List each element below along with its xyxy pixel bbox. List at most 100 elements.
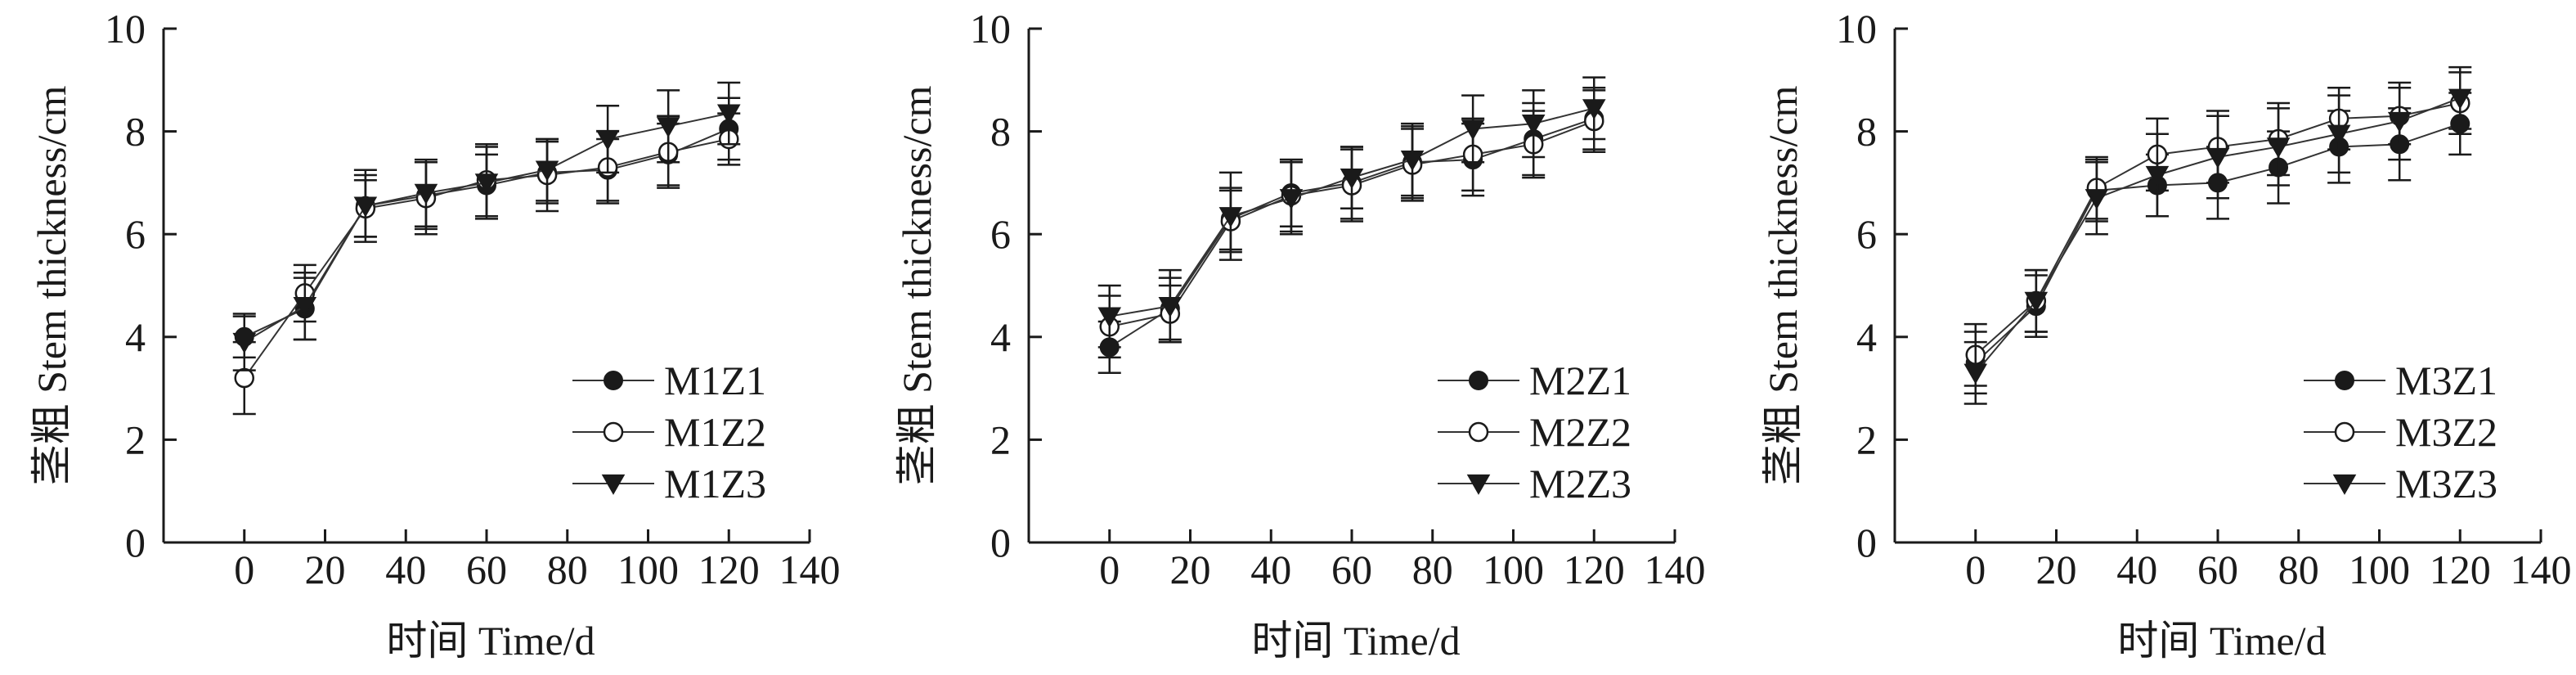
data-point (595, 129, 620, 151)
x-tick-label: 80 (547, 547, 588, 592)
y-tick-label: 0 (990, 520, 1011, 565)
series-M2Z1 (1097, 86, 1606, 375)
x-tick-label: 100 (2349, 547, 2410, 592)
x-tick-label: 20 (1170, 547, 1211, 592)
data-point (474, 173, 499, 195)
data-point (2448, 88, 2472, 110)
x-tick-label: 80 (2278, 547, 2319, 592)
legend-marker (1468, 421, 1489, 443)
data-point (2024, 291, 2049, 313)
data-point (2145, 165, 2170, 187)
x-tick-label: 120 (2430, 547, 2491, 592)
x-axis-label: 时间 Time/d (1251, 618, 1460, 664)
y-axis-label: 茎粗 Stem thickness/cm (894, 85, 940, 485)
y-tick-label: 2 (125, 416, 146, 462)
data-point (1340, 168, 1364, 189)
x-tick-label: 60 (1331, 547, 1372, 592)
x-tick-label: 80 (1412, 547, 1453, 592)
y-tick-label: 6 (125, 211, 146, 257)
data-point (234, 367, 254, 389)
y-tick-label: 8 (125, 109, 146, 155)
x-tick-label: 140 (1645, 547, 1706, 592)
legend-marker (604, 371, 623, 390)
legend-marker (1466, 474, 1491, 495)
series-M1Z1 (232, 97, 741, 359)
data-point (1218, 207, 1243, 228)
x-axis-label: 时间 Time/d (386, 618, 595, 664)
x-tick-label: 20 (305, 547, 346, 592)
data-point (2206, 147, 2230, 169)
x-tick-label: 60 (2197, 547, 2238, 592)
series-M2Z3 (1097, 76, 1606, 349)
legend-label: M3Z3 (2395, 461, 2497, 506)
legend-label: M1Z2 (664, 409, 766, 455)
x-tick-label: 120 (698, 547, 760, 592)
data-point (293, 296, 317, 317)
y-axis-label: 茎粗 Stem thickness/cm (1760, 85, 1806, 485)
x-tick-label: 20 (2036, 547, 2077, 592)
x-tick-label: 40 (2116, 547, 2157, 592)
data-point (716, 104, 741, 125)
legend-label: M3Z2 (2395, 409, 2497, 455)
legend: M2Z1 M2Z2 M2Z3 (1438, 358, 1631, 506)
data-point (1158, 296, 1183, 317)
legend-label: M2Z1 (1529, 358, 1631, 403)
y-tick-label: 10 (970, 6, 1011, 52)
y-tick-label: 2 (990, 416, 1011, 462)
x-tick-label: 0 (234, 547, 254, 592)
x-tick-label: 40 (1250, 547, 1291, 592)
legend-marker (601, 474, 626, 495)
y-tick-label: 4 (125, 314, 146, 360)
x-tick-label: 140 (2511, 547, 2572, 592)
y-tick-label: 0 (125, 520, 146, 565)
x-tick-label: 0 (1099, 547, 1120, 592)
y-tick-label: 8 (1856, 109, 1877, 155)
y-tick-label: 10 (1836, 6, 1877, 52)
x-tick-label: 60 (466, 547, 507, 592)
data-point (1963, 363, 1988, 385)
legend-marker (603, 421, 624, 443)
series-M3Z3 (1963, 65, 2472, 405)
y-tick-label: 6 (990, 211, 1011, 257)
data-point (2387, 111, 2412, 133)
legend-label: M2Z3 (1529, 461, 1631, 506)
x-tick-label: 0 (1965, 547, 1986, 592)
legend: M3Z1 M3Z2 M3Z3 (2304, 358, 2497, 506)
data-point (1279, 189, 1304, 210)
data-point (414, 183, 438, 205)
x-axis-label: 时间 Time/d (2117, 618, 2326, 664)
data-point (2266, 137, 2291, 159)
data-point (535, 160, 559, 182)
data-point (1097, 307, 1122, 328)
legend-marker (2332, 474, 2357, 495)
legend-marker (2335, 371, 2354, 390)
x-tick-label: 140 (779, 547, 841, 592)
x-tick-label: 40 (385, 547, 426, 592)
series-M1Z3 (232, 81, 741, 371)
y-tick-label: 4 (990, 314, 1011, 360)
legend: M1Z1 M1Z2 M1Z3 (572, 358, 766, 506)
y-tick-label: 2 (1856, 416, 1877, 462)
legend-marker (1469, 371, 1488, 390)
y-axis-label: 茎粗 Stem thickness/cm (29, 85, 74, 485)
y-tick-label: 10 (105, 6, 146, 52)
data-point (2085, 189, 2109, 210)
legend-label: M1Z3 (664, 461, 766, 506)
legend-marker (2334, 421, 2355, 443)
x-tick-label: 120 (1564, 547, 1625, 592)
data-point (1521, 115, 1546, 136)
legend-label: M1Z1 (664, 358, 766, 403)
data-point (232, 332, 257, 353)
data-point (353, 196, 378, 218)
data-point (656, 117, 680, 138)
y-tick-label: 0 (1856, 520, 1877, 565)
legend-label: M2Z2 (1529, 409, 1631, 455)
y-tick-label: 4 (1856, 314, 1877, 360)
y-tick-label: 8 (990, 109, 1011, 155)
data-point (1461, 119, 1485, 141)
x-tick-label: 100 (617, 547, 679, 592)
